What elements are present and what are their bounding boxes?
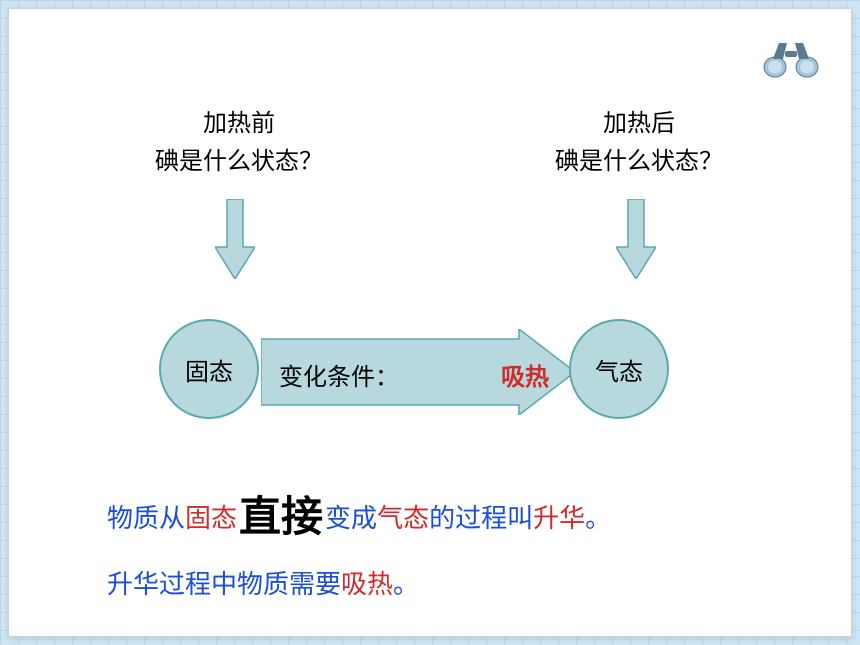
def1-t1: 物质从 (107, 503, 185, 533)
definition-block: 物质从固态直接变成气态的过程叫升华。 升华过程中物质需要吸热。 (107, 479, 791, 607)
def1-t5: 气态 (377, 503, 429, 533)
question-left-sub: 碘是什么状态？ (129, 143, 349, 181)
def1-t2: 固态 (185, 503, 237, 533)
question-left-title: 加热前 (129, 105, 349, 143)
def1-t8: 。 (585, 503, 611, 533)
def2-t2: 吸热 (341, 569, 393, 599)
question-right-sub: 碘是什么状态？ (529, 143, 749, 181)
transition-label-group: 变化条件： 吸热 (279, 357, 549, 392)
solid-state-node: 固态 (159, 319, 259, 419)
def2-t3: 。 (393, 569, 419, 599)
down-arrow-right (616, 199, 656, 279)
transition-value: 吸热 (501, 357, 549, 392)
def2-t1: 升华过程中物质需要 (107, 569, 341, 599)
definition-line-1: 物质从固态直接变成气态的过程叫升华。 (107, 479, 791, 555)
definition-line-2: 升华过程中物质需要吸热。 (107, 561, 791, 608)
down-arrow-left (215, 199, 255, 279)
binoculars-icon (763, 37, 819, 79)
question-right-title: 加热后 (529, 105, 749, 143)
def1-t7: 升华 (533, 503, 585, 533)
solid-state-label: 固态 (185, 352, 233, 387)
slide-area: 加热前 碘是什么状态？ 加热后 碘是什么状态？ 变化条件： 吸热 固态 气态 物… (8, 8, 852, 637)
def1-t6: 的过程叫 (429, 503, 533, 533)
gas-state-node: 气态 (569, 319, 669, 419)
gas-state-label: 气态 (595, 352, 643, 387)
def1-t3: 直接 (237, 493, 325, 540)
question-after-heating: 加热后 碘是什么状态？ (529, 105, 749, 182)
def1-t4: 变成 (325, 503, 377, 533)
question-before-heating: 加热前 碘是什么状态？ (129, 105, 349, 182)
transition-label: 变化条件： (279, 357, 399, 392)
